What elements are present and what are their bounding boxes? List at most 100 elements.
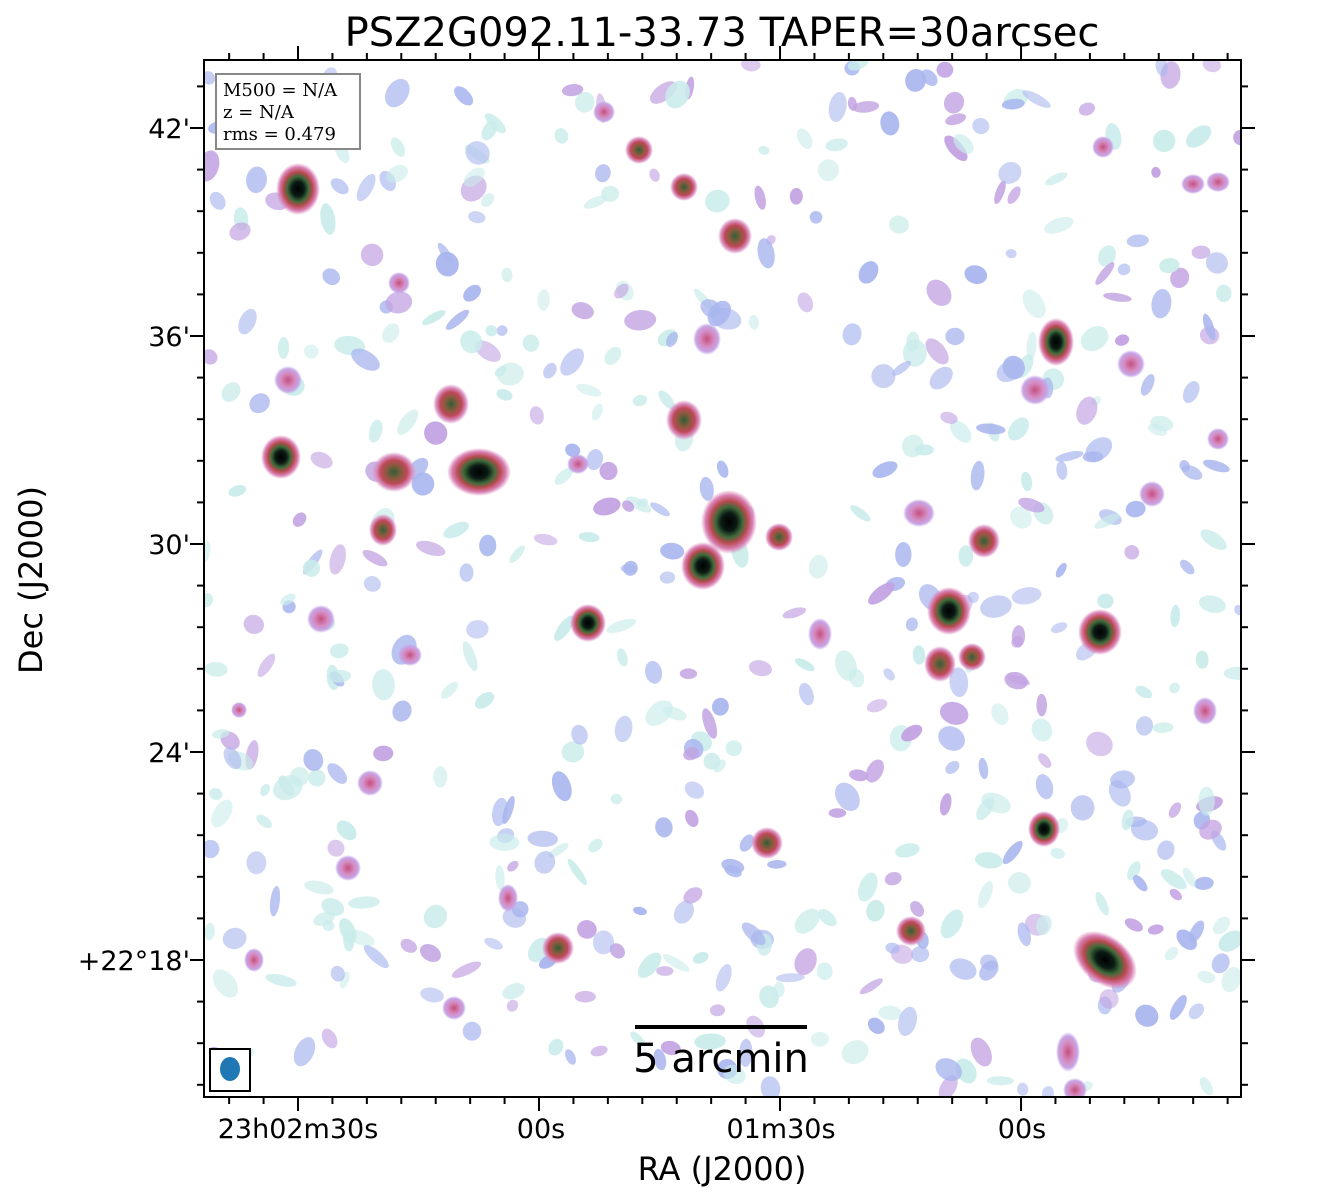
noise-blob xyxy=(964,265,988,284)
noise-blob xyxy=(1191,245,1211,260)
noise-blob xyxy=(809,211,823,224)
noise-blob xyxy=(390,137,406,157)
noise-blob xyxy=(1002,840,1023,865)
noise-blob xyxy=(583,195,607,209)
noise-blob xyxy=(577,920,597,939)
axis-ticks xyxy=(190,46,1255,1111)
x-tick-label: 01m30s xyxy=(726,1114,835,1145)
radio-source-blob xyxy=(244,948,264,972)
noise-blob xyxy=(256,814,272,829)
noise-blob xyxy=(304,880,334,895)
radio-source-blob xyxy=(1193,697,1217,725)
noise-blob xyxy=(1008,872,1031,894)
noise-blob xyxy=(1017,1082,1029,1096)
noise-blob xyxy=(1078,102,1095,116)
noise-blob xyxy=(835,650,857,681)
noise-blob xyxy=(1022,90,1051,108)
noise-blob xyxy=(1169,888,1182,901)
noise-blob xyxy=(507,860,519,872)
noise-blob xyxy=(1001,98,1025,110)
noise-blob xyxy=(1055,450,1084,462)
noise-blob xyxy=(257,653,276,677)
radio-source-blob xyxy=(927,587,971,635)
radio-source-blob xyxy=(433,384,469,424)
radio-source-blob xyxy=(231,702,247,718)
y-tick-label: 36' xyxy=(148,322,190,353)
noise-blob xyxy=(336,820,357,841)
noise-blob xyxy=(1115,334,1130,346)
noise-blob xyxy=(356,173,376,202)
noise-blob xyxy=(578,532,600,543)
noise-blob xyxy=(620,564,637,574)
noise-blob xyxy=(871,364,896,389)
noise-blob xyxy=(204,839,220,859)
noise-blob xyxy=(1198,786,1215,816)
noise-blob xyxy=(897,1006,918,1037)
noise-blob xyxy=(723,1064,746,1085)
noise-blob xyxy=(330,965,345,982)
noise-blob xyxy=(462,641,478,672)
noise-blob xyxy=(454,86,474,106)
noise-blob xyxy=(1036,914,1052,936)
noise-blob xyxy=(588,838,603,853)
radio-source-blob xyxy=(1056,1032,1080,1072)
noise-blob xyxy=(716,460,729,478)
noise-blob xyxy=(655,817,673,838)
radio-source-blob xyxy=(670,173,698,201)
noise-blob xyxy=(485,325,498,337)
radio-source-blob xyxy=(1139,481,1165,507)
noise-blob xyxy=(433,766,448,788)
noise-blob xyxy=(229,222,251,241)
noise-blob xyxy=(313,911,335,926)
noise-blob xyxy=(868,582,895,605)
noise-blob xyxy=(741,922,766,946)
noise-blob xyxy=(212,729,230,739)
noise-blob xyxy=(1130,819,1159,841)
noise-blob xyxy=(492,797,508,827)
noise-blob xyxy=(1036,693,1048,717)
noise-blob xyxy=(883,668,895,681)
noise-blob xyxy=(303,344,319,359)
noise-blob xyxy=(302,559,321,577)
noise-blob xyxy=(905,617,918,632)
noise-blob xyxy=(1007,186,1021,204)
noise-blob xyxy=(637,952,662,979)
noise-blob xyxy=(496,325,508,336)
noise-blob xyxy=(362,549,388,567)
noise-blob xyxy=(1200,529,1227,550)
x-tick-label: 23h02m30s xyxy=(218,1114,379,1145)
noise-blob xyxy=(1198,595,1226,613)
noise-blob xyxy=(636,498,649,508)
noise-blob xyxy=(849,769,869,782)
noise-blob xyxy=(1159,257,1180,274)
noise-blob xyxy=(741,60,761,72)
noise-blob xyxy=(1124,545,1140,560)
noise-blob xyxy=(443,521,470,539)
x-tick-label: 00s xyxy=(998,1114,1046,1145)
noise-blob xyxy=(1152,129,1176,153)
noise-blob xyxy=(1095,262,1115,285)
noise-blob xyxy=(645,700,673,726)
noise-blob xyxy=(794,908,820,934)
noise-blob xyxy=(645,660,663,684)
noise-blob xyxy=(789,188,803,205)
noise-blob xyxy=(1147,924,1164,935)
noise-blob xyxy=(479,534,497,557)
noise-blob xyxy=(1026,331,1037,361)
radio-source-blob xyxy=(896,916,926,946)
noise-blob xyxy=(1182,381,1200,403)
noise-blob xyxy=(211,799,233,828)
noise-blob xyxy=(1176,929,1197,950)
noise-blob xyxy=(1157,840,1175,860)
radio-source-blob xyxy=(1073,930,1137,990)
noise-blob xyxy=(484,937,503,950)
noise-blob xyxy=(921,69,938,87)
radio-source-blob xyxy=(903,499,935,527)
radio-source-blob xyxy=(666,400,702,440)
noise-blob xyxy=(1117,263,1131,276)
radio-source-blob xyxy=(924,646,956,682)
noise-blob xyxy=(280,593,296,606)
noise-blob xyxy=(460,330,483,354)
noise-blob xyxy=(757,238,775,269)
